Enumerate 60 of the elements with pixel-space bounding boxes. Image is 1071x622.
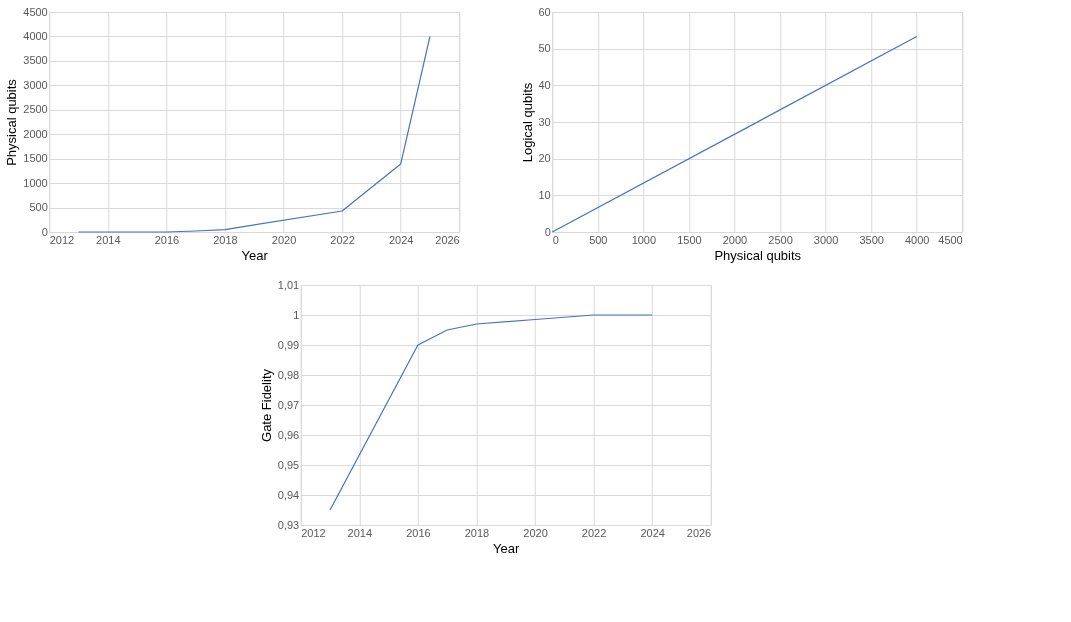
x-tick-label: 2024 (388, 233, 414, 246)
x-tick-label: 2020 (271, 233, 297, 246)
y-axis-title: Gate Fidelity (258, 368, 274, 442)
x-tick-label: 1000 (631, 233, 657, 246)
x-tick-label: 2026 (435, 233, 460, 246)
y-tick-label: 1500 (23, 152, 48, 165)
y-tick-label: 1 (293, 308, 300, 321)
x-tick-label: 2026 (686, 526, 712, 539)
y-tick-label: 50 (538, 42, 551, 55)
y-tick-label: 1000 (23, 176, 48, 189)
x-tick-label: 2014 (347, 526, 373, 539)
x-tick-label: 2020 (523, 526, 548, 539)
x-tick-label: 2012 (49, 233, 75, 246)
y-tick-label: 0,94 (277, 488, 300, 501)
x-tick-label: 2014 (96, 233, 121, 246)
y-tick-label: 3500 (23, 54, 48, 67)
x-axis-title: Year (493, 540, 521, 556)
x-tick-label: 2022 (330, 233, 355, 246)
y-tick-label: 20 (538, 152, 551, 165)
y-tick-label: 0,98 (277, 368, 300, 381)
y-axis-title: Physical qubits (4, 78, 20, 166)
y-tick-label: 10 (538, 188, 551, 201)
y-axis-title: Logical qubits (519, 82, 535, 163)
x-tick-label: 2012 (301, 526, 326, 539)
x-tick-label: 1500 (677, 233, 702, 246)
x-tick-label: 2000 (722, 233, 748, 246)
line-series (77, 35, 431, 233)
x-tick-label: 3500 (859, 233, 884, 246)
y-tick-label: 0,97 (277, 398, 300, 411)
y-tick-label: 3000 (23, 78, 48, 91)
x-tick-label: 2018 (464, 526, 490, 539)
y-tick-label: 4000 (23, 29, 48, 42)
y-tick-label: 0,93 (277, 518, 300, 531)
x-axis-title: Physical qubits (714, 247, 802, 263)
y-tick-label: 30 (538, 115, 551, 128)
x-tick-label: 2018 (213, 233, 238, 246)
x-tick-label: 2024 (640, 526, 665, 539)
y-tick-label: 0,95 (277, 458, 300, 471)
line-series (329, 314, 653, 511)
x-tick-label: 4000 (904, 233, 930, 246)
x-axis-title: Year (241, 247, 269, 263)
x-tick-label: 500 (589, 233, 608, 246)
y-tick-label: 0 (544, 225, 551, 238)
y-tick-label: 0 (41, 225, 48, 238)
x-tick-label: 2022 (581, 526, 607, 539)
y-tick-label: 2000 (23, 127, 48, 140)
x-tick-label: 2016 (154, 233, 180, 246)
y-tick-label: 2500 (23, 103, 48, 116)
y-tick-label: 0,99 (277, 338, 300, 351)
y-tick-label: 0,96 (277, 428, 300, 441)
x-tick-label: 2016 (406, 526, 431, 539)
x-tick-label: 4500 (938, 233, 963, 246)
y-tick-label: 1,01 (277, 278, 300, 291)
y-tick-label: 60 (538, 5, 551, 18)
x-tick-label: 3000 (813, 233, 839, 246)
y-tick-label: 4500 (23, 5, 48, 18)
y-tick-label: 500 (29, 201, 48, 214)
x-tick-label: 2500 (768, 233, 793, 246)
y-tick-label: 40 (538, 78, 551, 91)
x-tick-label: 0 (552, 233, 559, 246)
